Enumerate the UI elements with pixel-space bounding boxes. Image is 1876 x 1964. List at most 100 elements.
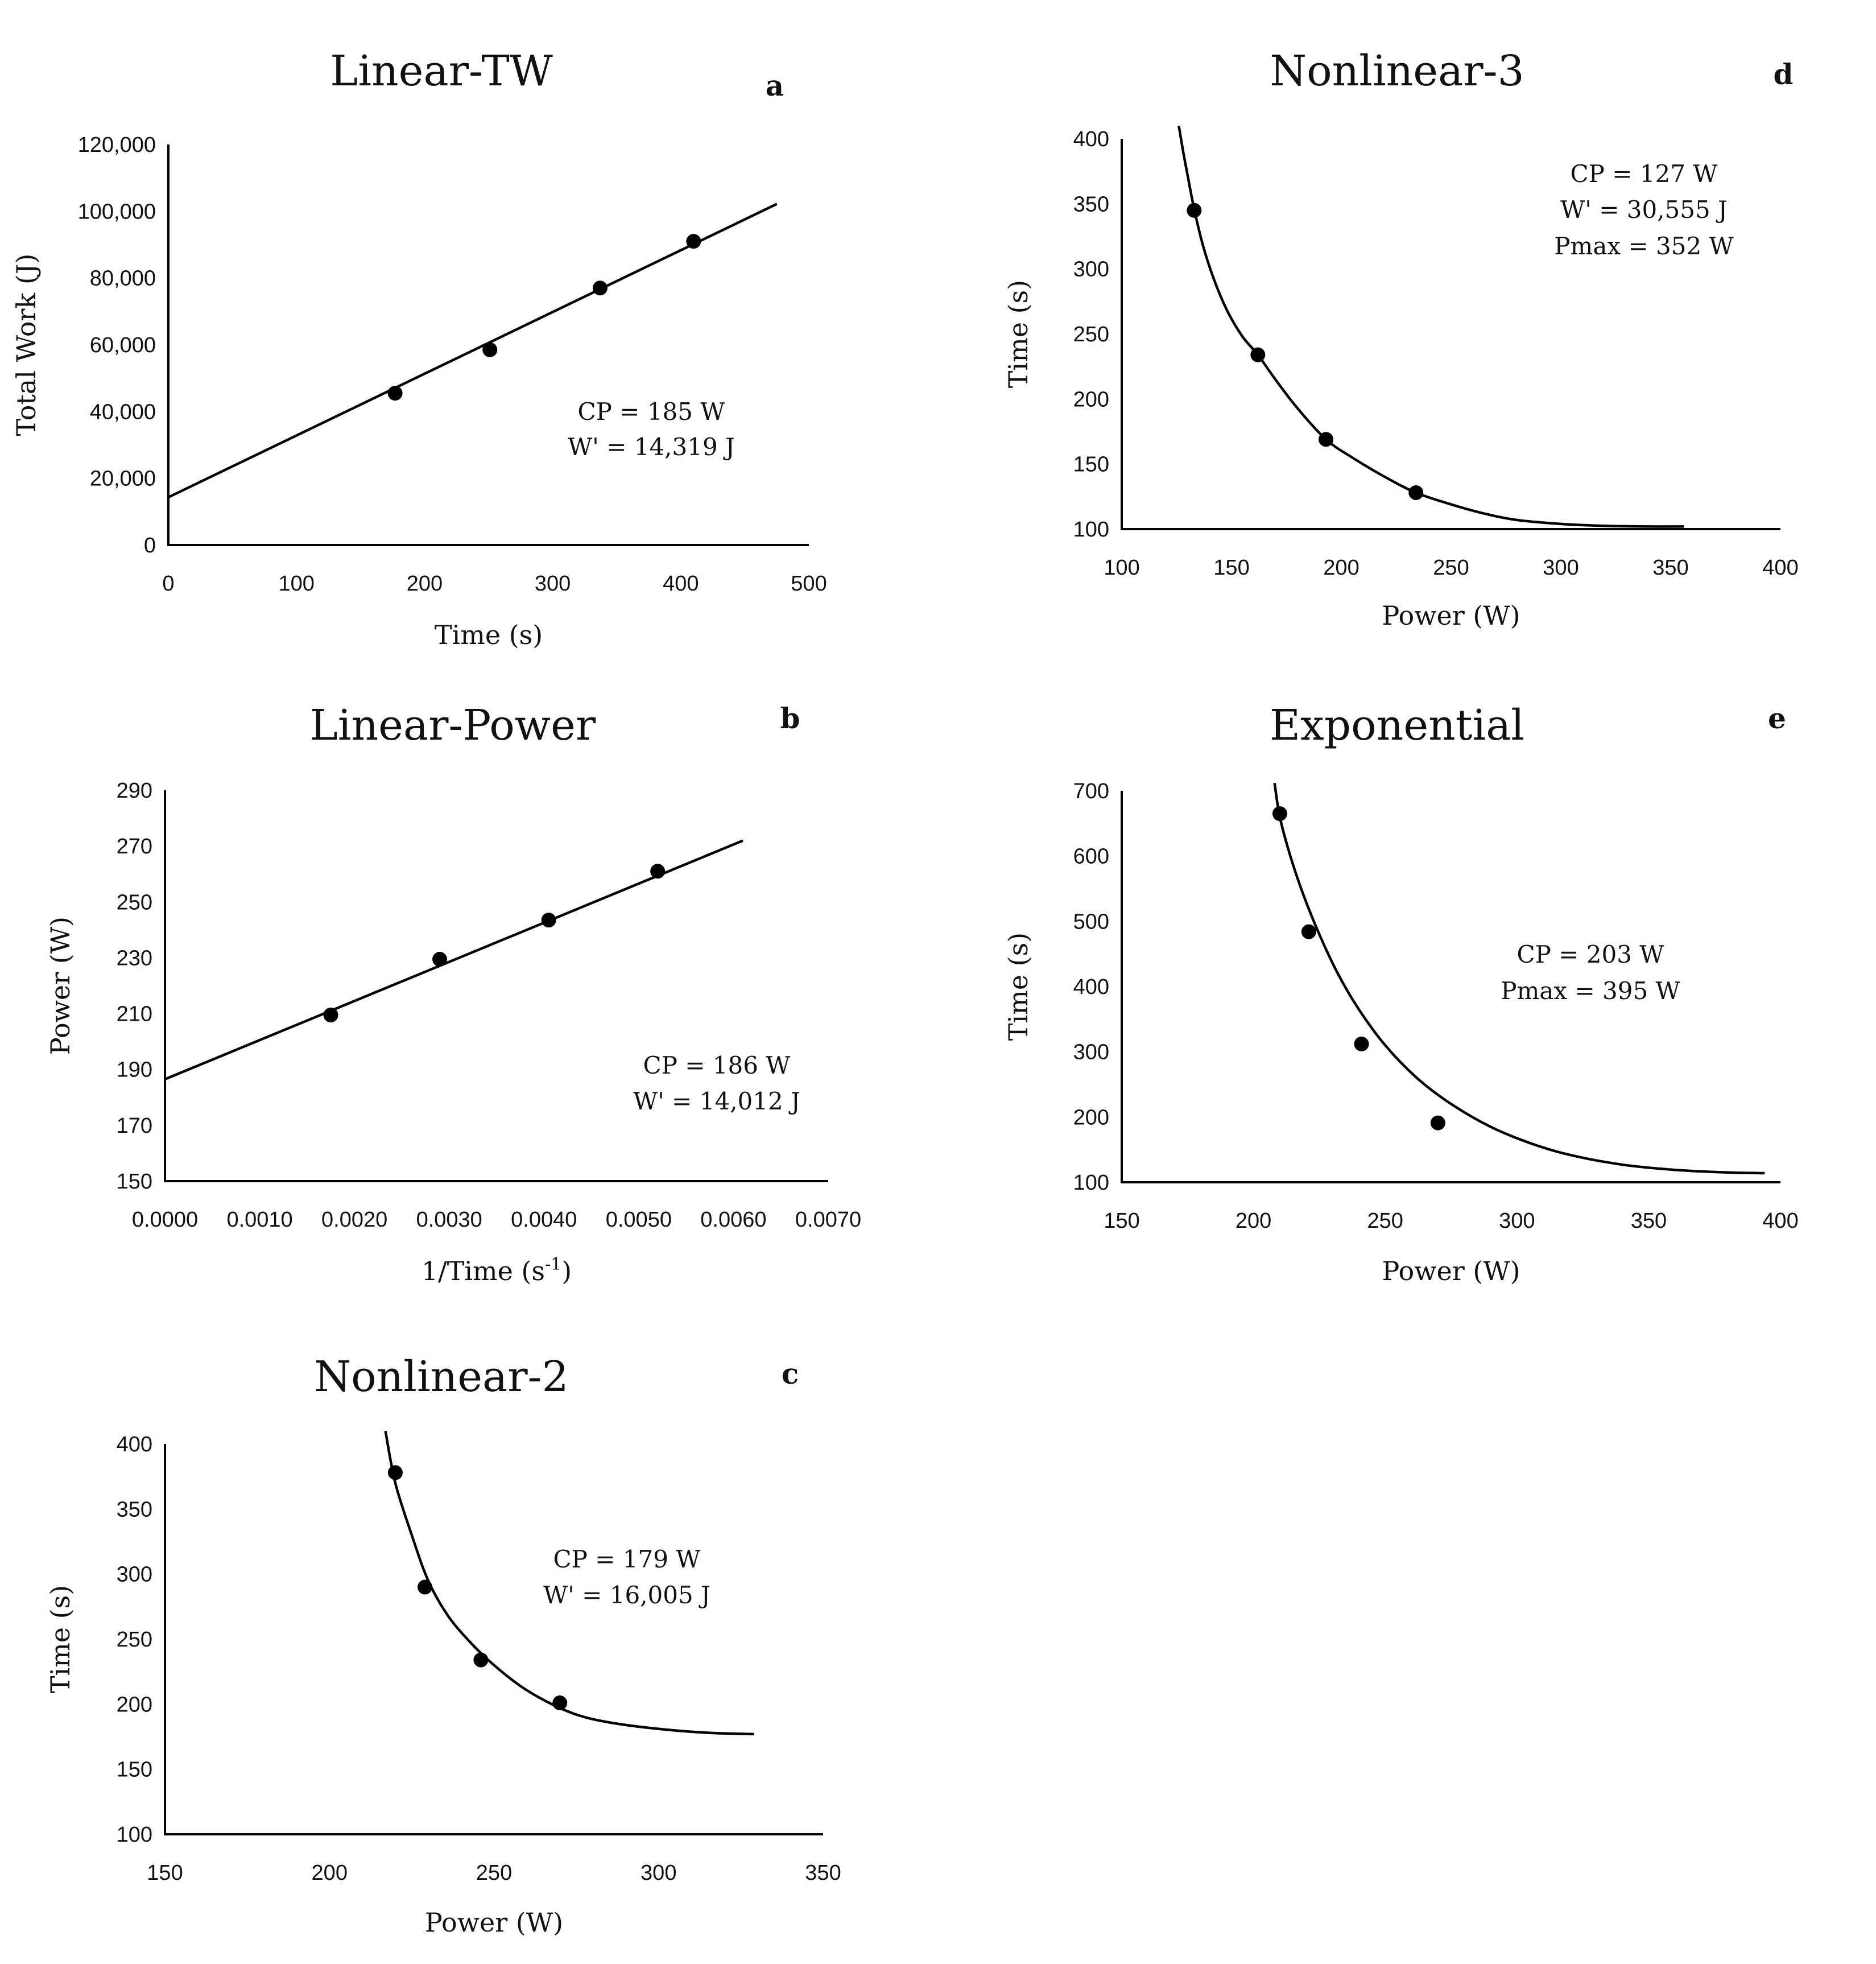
chart-title-d: Nonlinear-3: [1270, 47, 1524, 96]
fit-line-b: [164, 839, 743, 1080]
data-point-c: [387, 1465, 403, 1480]
x-tick-label-c: 200: [312, 1861, 348, 1885]
annotation-a: CP = 185 W: [578, 398, 726, 426]
data-point-d: [1318, 432, 1333, 447]
y-tick-label-c: 350: [117, 1497, 152, 1521]
x-axis-label-e: Power (W): [1382, 1256, 1520, 1286]
y-tick-label-e: 400: [1073, 975, 1109, 999]
y-tick-label-b: 230: [117, 946, 152, 970]
data-point-a: [387, 386, 403, 401]
y-tick-label-d: 300: [1073, 258, 1109, 282]
x-tick-label-a: 300: [535, 572, 571, 596]
annotation-e: CP = 203 W: [1517, 940, 1665, 968]
y-tick-label-d: 150: [1073, 453, 1109, 477]
y-tick-label-e: 200: [1073, 1105, 1109, 1129]
y-tick-label-c: 300: [117, 1563, 152, 1587]
chart-title-c: Nonlinear-2: [314, 1352, 568, 1401]
y-tick-label-b: 210: [117, 1002, 152, 1026]
x-axis-label-suffix: ): [561, 1256, 572, 1286]
y-tick-label-d: 200: [1073, 387, 1109, 411]
data-point-d: [1408, 485, 1424, 500]
chart-title-b: Linear-Power: [310, 701, 596, 750]
x-axis-label-superscript: -1: [545, 1255, 561, 1274]
x-axis-label-a: Time (s): [435, 620, 543, 650]
data-point-b: [541, 913, 556, 928]
fit-line-c: [384, 1430, 754, 1736]
x-tick-label-d: 400: [1762, 556, 1798, 580]
data-point-c: [552, 1695, 568, 1711]
x-tick-label-a: 500: [791, 572, 827, 596]
data-point-b: [323, 1008, 338, 1023]
x-axis-label-main: 1/Time (s: [422, 1256, 545, 1286]
y-axis-label-b: Power (W): [45, 917, 76, 1055]
y-tick-label-a: 100,000: [78, 200, 156, 224]
y-tick-label-a: 0: [144, 534, 156, 558]
y-tick-label-a: 120,000: [78, 133, 156, 157]
data-point-c: [473, 1652, 489, 1668]
y-tick-label-b: 270: [117, 835, 152, 859]
x-tick-label-b: 0.0060: [700, 1208, 766, 1232]
y-tick-label-c: 100: [117, 1823, 152, 1847]
x-tick-label-d: 300: [1543, 556, 1579, 580]
y-tick-label-d: 100: [1073, 518, 1109, 542]
x-tick-label-a: 0: [162, 572, 174, 596]
x-tick-label-e: 150: [1104, 1209, 1139, 1233]
annotation-d: W' = 30,555 J: [1560, 196, 1728, 224]
x-tick-label-e: 300: [1499, 1209, 1535, 1233]
x-tick-label-c: 150: [147, 1861, 183, 1885]
annotation-d: CP = 127 W: [1571, 160, 1718, 188]
fit-line-a: [168, 203, 778, 499]
y-axis-label-d: Time (s): [1003, 280, 1034, 388]
x-axis-label-d: Power (W): [1382, 600, 1520, 631]
y-tick-label-b: 290: [117, 779, 152, 803]
x-tick-label-b: 0.0070: [795, 1208, 861, 1232]
x-tick-label-d: 250: [1433, 556, 1469, 580]
data-point-e: [1301, 924, 1316, 939]
y-tick-label-d: 400: [1073, 127, 1109, 151]
data-point-b: [432, 951, 448, 967]
fit-line-e: [1273, 782, 1765, 1175]
annotation-c: W' = 16,005 J: [543, 1581, 710, 1609]
y-tick-label-e: 300: [1073, 1041, 1109, 1064]
y-axis-label-e: Time (s): [1003, 933, 1034, 1041]
x-tick-label-e: 350: [1631, 1209, 1667, 1233]
fit-line-d: [1177, 125, 1684, 528]
y-tick-label-a: 60,000: [90, 333, 156, 357]
panel-a: Linear-TW a 0 100 200 300 400 500 0 20,000 40,000 6…: [11, 47, 827, 650]
x-axis-label-c: Power (W): [425, 1907, 563, 1938]
annotation-b: W' = 14,012 J: [633, 1087, 800, 1115]
annotation-b: CP = 186 W: [643, 1051, 791, 1079]
data-point-d: [1250, 347, 1266, 362]
y-tick-label-d: 350: [1073, 192, 1109, 216]
x-tick-label-b: 0.0030: [416, 1208, 482, 1232]
x-tick-label-d: 350: [1652, 556, 1688, 580]
x-tick-label-b: 0.0040: [511, 1208, 577, 1232]
y-tick-label-d: 250: [1073, 323, 1109, 346]
panel-letter-c: c: [782, 1357, 799, 1391]
y-tick-label-b: 150: [117, 1170, 152, 1194]
y-tick-label-c: 150: [117, 1758, 152, 1782]
data-point-e: [1272, 806, 1287, 822]
annotation-d: Pmax = 352 W: [1554, 232, 1734, 260]
annotation-e: Pmax = 395 W: [1501, 977, 1680, 1005]
panel-b: Linear-Power b 0.0000 0.0010 0.0020 0.0030 0.0…: [45, 701, 861, 1286]
x-tick-label-a: 200: [407, 572, 443, 596]
x-tick-label-d: 200: [1323, 556, 1359, 580]
panel-letter-b: b: [780, 702, 800, 735]
annotation-a: W' = 14,319 J: [568, 433, 735, 461]
y-tick-label-c: 200: [117, 1693, 152, 1717]
chart-title-a: Linear-TW: [330, 47, 553, 96]
y-tick-label-a: 20,000: [90, 467, 156, 491]
y-tick-label-b: 170: [117, 1114, 152, 1138]
y-tick-label-e: 100: [1073, 1171, 1109, 1195]
panel-e: Exponential e 150 200 250 300 350 400 100 200 300 4…: [1003, 701, 1799, 1286]
data-point-e: [1430, 1115, 1445, 1130]
panel-letter-e: e: [1768, 702, 1786, 735]
x-axis-label-b: 1/Time (s-1): [422, 1255, 572, 1286]
x-tick-label-c: 250: [476, 1861, 512, 1885]
y-tick-label-a: 80,000: [90, 267, 156, 291]
y-tick-label-e: 600: [1073, 845, 1109, 869]
annotation-c: CP = 179 W: [553, 1545, 701, 1573]
y-tick-label-b: 250: [117, 890, 152, 914]
x-tick-label-c: 300: [641, 1861, 676, 1885]
